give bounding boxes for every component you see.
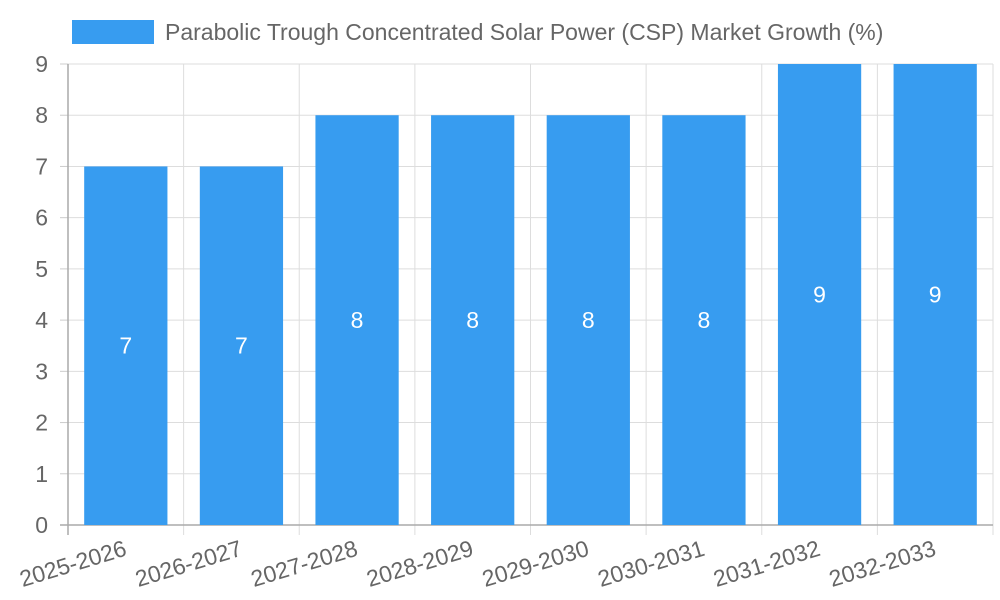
y-tick-label: 7 [35, 153, 48, 179]
bar-value-label: 9 [929, 282, 942, 308]
bar [662, 115, 746, 525]
bar-value-label: 8 [582, 307, 595, 333]
bar-value-label: 8 [351, 307, 364, 333]
legend-swatch [72, 20, 154, 44]
x-tick-label: 2031-2032 [710, 535, 823, 592]
y-tick-label: 4 [35, 307, 48, 333]
y-tick-label: 8 [35, 102, 48, 128]
y-tick-label: 2 [35, 410, 48, 436]
x-tick-label: 2029-2030 [479, 535, 592, 592]
x-tick-label: 2032-2033 [826, 535, 939, 592]
y-tick-label: 0 [35, 512, 48, 538]
bar [777, 64, 862, 525]
x-axis-tick-labels: 2025-2026 2026-2027 2027-2028 2028-2029 2029… [16, 535, 938, 592]
y-tick-label: 3 [35, 358, 48, 384]
y-tick-label: 5 [35, 256, 48, 282]
y-axis-tick-labels: 0 1 2 3 4 5 6 7 8 9 [35, 51, 48, 538]
bar [84, 166, 168, 525]
bar-value-label: 8 [698, 307, 711, 333]
y-tick-label: 1 [35, 461, 48, 487]
bar [431, 115, 515, 525]
bar [199, 166, 284, 525]
bar [546, 115, 630, 525]
bar-value-label: 7 [235, 333, 248, 359]
bar [315, 115, 399, 525]
legend: Parabolic Trough Concentrated Solar Powe… [72, 19, 883, 45]
y-tick-label: 9 [35, 51, 48, 77]
bar-value-label: 7 [119, 333, 132, 359]
bars [84, 64, 977, 525]
x-tick-label: 2030-2031 [595, 535, 708, 592]
x-tick-label: 2027-2028 [248, 535, 361, 592]
data-labels: 7 7 8 8 8 8 9 9 [119, 282, 941, 359]
y-tick-label: 6 [35, 205, 48, 231]
bar-value-label: 8 [466, 307, 479, 333]
x-tick-label: 2026-2027 [132, 535, 245, 592]
legend-label: Parabolic Trough Concentrated Solar Powe… [165, 19, 883, 45]
bar [893, 64, 977, 525]
x-tick-label: 2028-2029 [363, 535, 476, 592]
x-tick-label: 2025-2026 [16, 535, 129, 592]
bar-value-label: 9 [813, 282, 826, 308]
